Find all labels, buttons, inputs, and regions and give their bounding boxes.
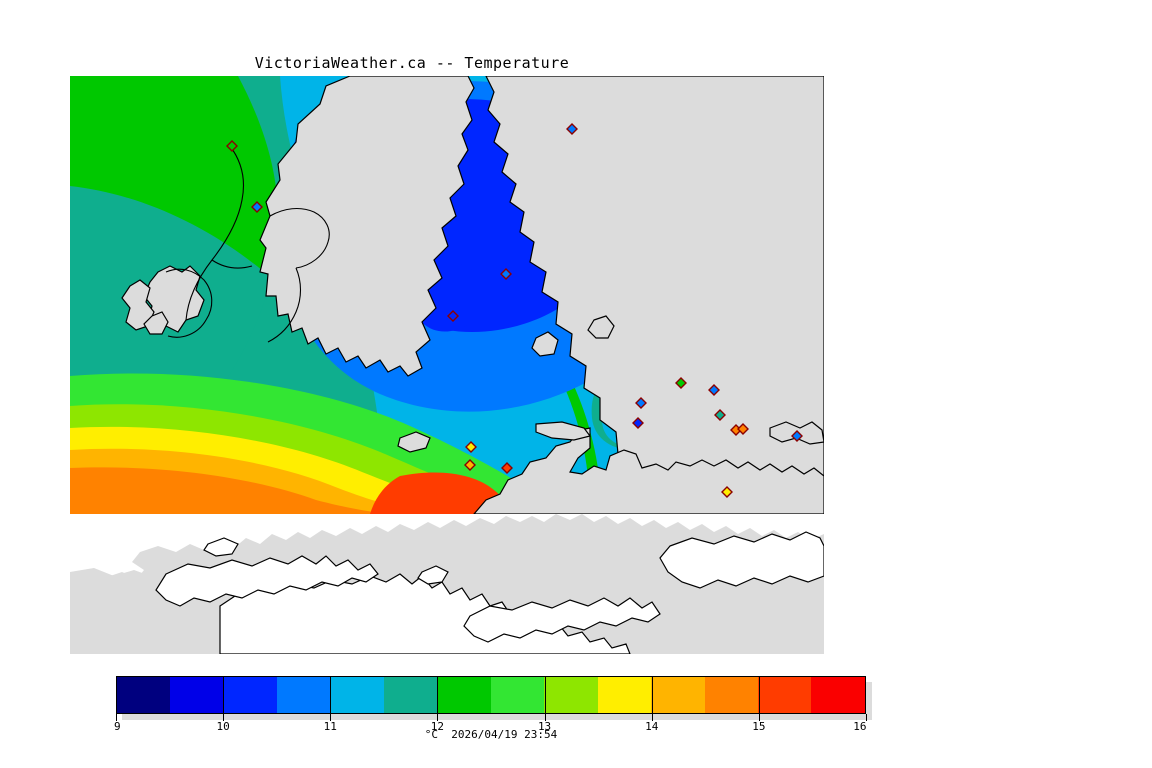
colorbar-footer: °C 2026/04/19 23:54 xyxy=(424,728,558,741)
station-marker[interactable]: 10.4 °C xyxy=(447,310,459,322)
coastlines xyxy=(165,145,330,343)
station-marker[interactable]: 10.8 °C xyxy=(566,123,578,135)
map-canvas: 12.3 °C 10.7 °C 10.8 °C 10.9 °C 10.4 °C 12.4 … xyxy=(70,76,824,654)
station-marker[interactable]: 14.4 °C xyxy=(464,459,476,471)
colorbar-tick xyxy=(544,714,546,721)
colorbar-band xyxy=(544,677,598,713)
colorbar-tick xyxy=(437,714,439,721)
station-marker[interactable]: 12.3 °C xyxy=(226,140,238,152)
station-marker[interactable]: 13.8 °C xyxy=(465,441,477,453)
colorbar-band xyxy=(704,677,759,713)
colorbar-tick xyxy=(758,714,760,721)
colorbar-tick-label: 10 xyxy=(216,720,230,733)
colorbar-tick-label: 13 xyxy=(537,720,552,733)
colorbar-tick-label: 12 xyxy=(430,720,445,733)
colorbar-tick-label: 15 xyxy=(752,720,766,733)
colorbar-separator xyxy=(223,676,225,714)
colorbar-tick-label: 16 xyxy=(853,720,867,733)
colorbar-band xyxy=(597,677,652,713)
colorbar-tick-label: 9 xyxy=(114,720,121,733)
colorbar-band xyxy=(384,677,438,713)
colorbar-band xyxy=(758,677,812,713)
landmass-upper xyxy=(121,76,824,514)
station-marker[interactable]: 14.6 °C xyxy=(737,423,749,435)
colorbar-tick xyxy=(223,714,225,721)
colorbar-tick xyxy=(330,714,332,721)
station-marker[interactable]: 10.8 °C xyxy=(708,384,720,396)
station-marker[interactable]: 10.7 °C xyxy=(251,201,263,213)
colorbar-band xyxy=(437,677,491,713)
colorbar-ticks: 9 10 11 12 13 14 15 16 xyxy=(114,714,867,733)
colorbar-band xyxy=(117,677,171,713)
colorbar-tick xyxy=(866,714,867,721)
colorbar-separator xyxy=(330,676,332,714)
colorbar-band xyxy=(277,677,331,713)
temperature-map[interactable]: 12.3 °C 10.7 °C 10.8 °C 10.9 °C 10.4 °C 12.4 … xyxy=(70,76,824,654)
colorbar[interactable]: 9 10 11 12 13 14 15 16 °C 2026/04/19 23:54 xyxy=(114,676,876,742)
colorbar-separator xyxy=(437,676,439,714)
colorbar-band xyxy=(330,677,385,713)
station-marker[interactable]: 10.9 °C xyxy=(500,268,512,280)
colorbar-strip[interactable] xyxy=(116,676,866,714)
colorbar-band xyxy=(651,677,705,713)
colorbar-separator xyxy=(544,676,546,714)
station-marker[interactable]: 12.4 °C xyxy=(675,377,687,389)
station-marker[interactable]: 11.2 °C xyxy=(635,397,647,409)
colorbar-band xyxy=(490,677,545,713)
colorbar-tick xyxy=(651,714,653,721)
station-marker[interactable]: 11.4 °C xyxy=(791,430,803,442)
station-marker[interactable]: 13.7 °C xyxy=(721,486,733,498)
colorbar-tick xyxy=(116,714,117,721)
colorbar-tick-label: 11 xyxy=(323,720,337,733)
colorbar-separator xyxy=(651,676,653,714)
landmass-lower xyxy=(70,514,824,654)
page-title: VictoriaWeather.ca -- Temperature xyxy=(254,54,570,72)
station-marker[interactable]: 10.4 °C xyxy=(632,417,644,429)
colorbar-separator xyxy=(758,676,760,714)
colorbar-band xyxy=(811,677,865,713)
colorbar-band xyxy=(170,677,224,713)
station-marker[interactable]: 12.2 °C xyxy=(714,409,726,421)
colorbar-tick-label: 14 xyxy=(645,720,659,733)
station-marker[interactable]: 15 °C xyxy=(501,462,513,474)
station-markers[interactable]: 12.3 °C 10.7 °C 10.8 °C 10.9 °C 10.4 °C 12.4 … xyxy=(226,123,803,498)
colorbar-band xyxy=(223,677,278,713)
